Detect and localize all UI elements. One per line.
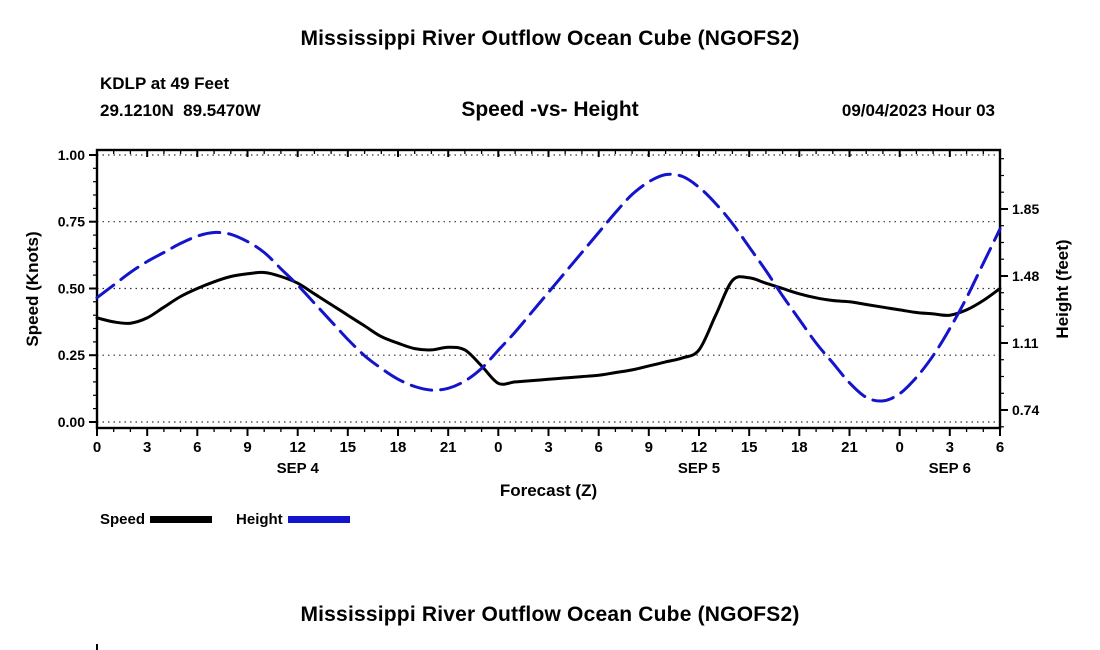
x-tick-label: 6: [595, 439, 603, 456]
x-tick-label: 3: [544, 439, 552, 456]
legend: Speed Height: [100, 511, 350, 528]
y-left-tick-label: 0.25: [58, 347, 85, 363]
x-tick-label: 6: [996, 439, 1004, 456]
chart-title-bottom: Mississippi River Outflow Ocean Cube (NG…: [300, 603, 800, 626]
x-tick-label: 18: [390, 439, 407, 456]
x-axis-title: Forecast (Z): [500, 481, 597, 500]
speed-series-line: [95, 270, 1002, 386]
x-tick-label: 0: [93, 439, 101, 456]
y-left-tick-label: 0.75: [58, 214, 85, 230]
date-label: SEP 5: [678, 460, 720, 477]
x-tick-label: 6: [193, 439, 201, 456]
forecast-datetime-label: 09/04/2023 Hour 03: [841, 101, 995, 120]
y-right-tick-label: 1.48: [1012, 268, 1039, 284]
height-series-line: [95, 172, 1002, 403]
date-label: SEP 6: [929, 460, 971, 477]
y-right-tick-label: 0.74: [1012, 402, 1039, 418]
y-left-tick-label: 0.50: [58, 280, 85, 296]
x-tick-label: 9: [645, 439, 653, 456]
x-tick-label: 21: [841, 439, 858, 456]
y-axis-title-right: Height (feet): [1053, 239, 1072, 338]
station-label: KDLP at 49 Feet: [100, 74, 230, 93]
x-tick-label: 3: [946, 439, 954, 456]
x-tick-label: 3: [143, 439, 151, 456]
x-tick-label: 12: [289, 439, 306, 456]
legend-height-label: Height: [236, 511, 283, 528]
x-tick-label: 15: [339, 439, 356, 456]
plot-heading: Speed -vs- Height: [461, 98, 639, 121]
coordinates-label: 29.1210N 89.5470W: [100, 101, 261, 120]
date-label: SEP 4: [277, 460, 320, 477]
y-left-tick-label: 0.00: [58, 414, 85, 430]
x-tick-label: 9: [243, 439, 251, 456]
x-tick-label: 0: [494, 439, 502, 456]
next-chart-axis-stub: [96, 644, 98, 650]
y-right-tick-label: 1.85: [1012, 201, 1039, 217]
legend-speed-label: Speed: [100, 511, 146, 528]
legend-height-line: [287, 516, 350, 523]
x-tick-label: 15: [741, 439, 758, 456]
y-axis-title-left: Speed (Knots): [23, 231, 42, 346]
x-tick-label: 21: [440, 439, 457, 456]
x-tick-label: 18: [791, 439, 808, 456]
x-tick-label: 12: [691, 439, 708, 456]
y-left-tick-label: 1.00: [58, 147, 85, 163]
x-tick-label: 0: [896, 439, 904, 456]
chart-title-top: Mississippi River Outflow Ocean Cube (NG…: [300, 27, 800, 50]
y-right-tick-label: 1.11: [1012, 335, 1039, 351]
legend-speed-line: [150, 516, 213, 523]
